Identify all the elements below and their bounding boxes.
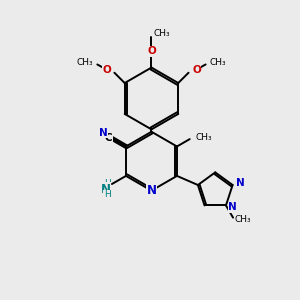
- Text: H: H: [104, 179, 110, 188]
- Text: CH₃: CH₃: [235, 215, 251, 224]
- Text: CH₃: CH₃: [195, 133, 211, 142]
- Text: N: N: [236, 178, 244, 188]
- Text: N: N: [100, 182, 110, 196]
- Text: CH₃: CH₃: [210, 58, 226, 67]
- Text: N: N: [228, 202, 237, 212]
- Text: O: O: [102, 65, 111, 75]
- Text: O: O: [147, 46, 156, 56]
- Text: N: N: [146, 184, 157, 197]
- Text: C: C: [104, 133, 112, 142]
- Text: CH₃: CH₃: [76, 58, 93, 67]
- Text: N: N: [99, 128, 107, 138]
- Text: CH₃: CH₃: [154, 29, 170, 38]
- Text: H: H: [104, 190, 110, 199]
- Text: O: O: [192, 65, 201, 75]
